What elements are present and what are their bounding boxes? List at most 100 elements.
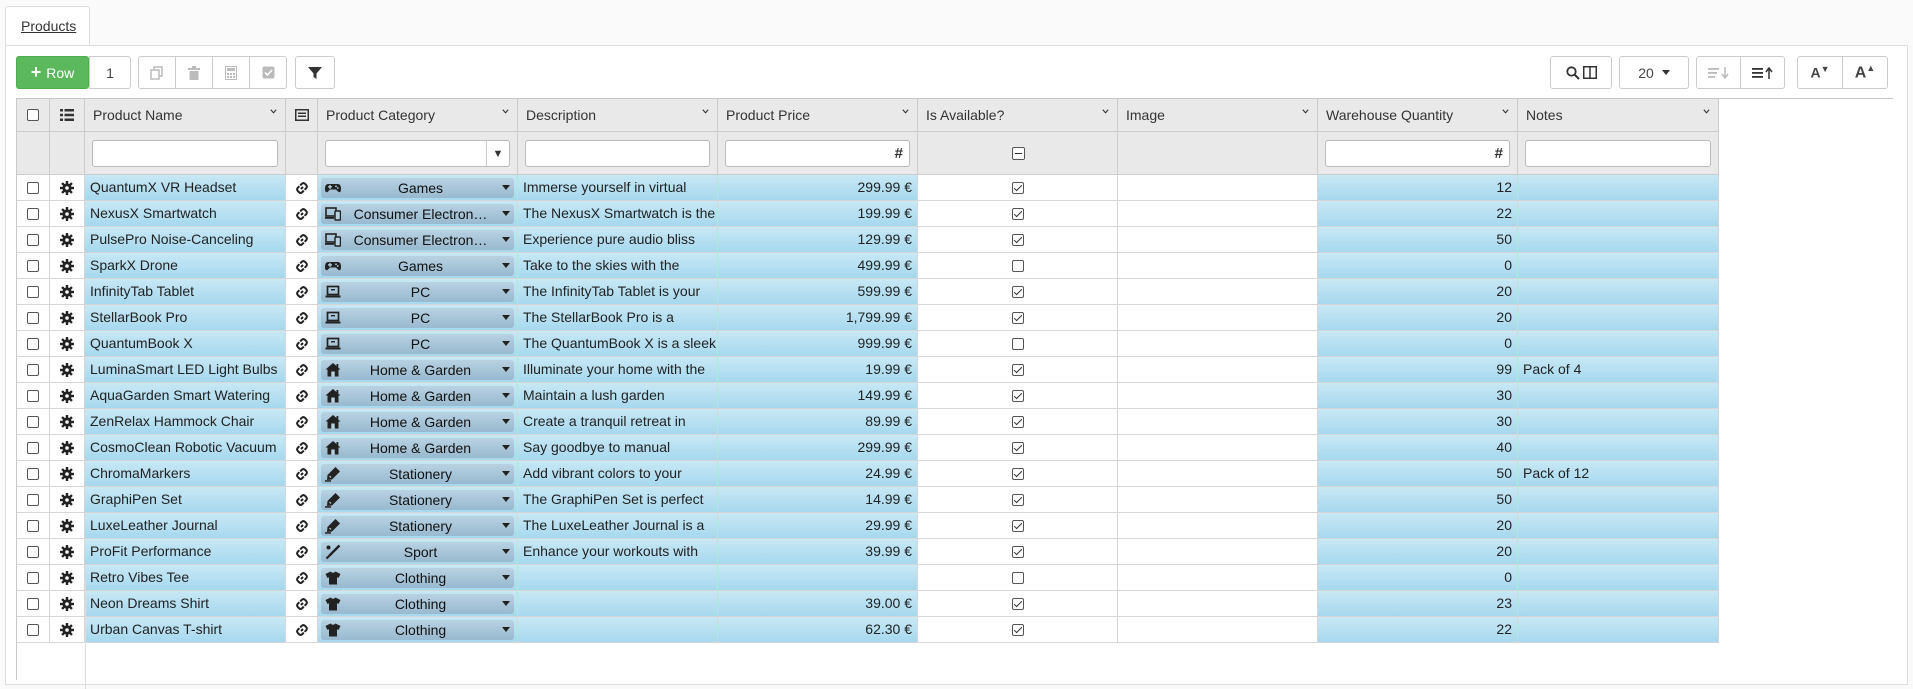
- notes-cell[interactable]: [1518, 591, 1719, 617]
- row-settings-button[interactable]: [50, 331, 85, 357]
- product-category-select[interactable]: Clothing: [321, 568, 514, 588]
- image-cell[interactable]: [1118, 305, 1318, 331]
- table-row[interactable]: InfinityTab Tablet PC The InfinityTab Tabl…: [17, 279, 1719, 305]
- is-available-checkbox[interactable]: [1011, 441, 1024, 454]
- delete-button[interactable]: [175, 56, 213, 89]
- row-settings-button[interactable]: [50, 227, 85, 253]
- description-cell[interactable]: Enhance your workouts with: [518, 539, 718, 565]
- image-cell[interactable]: [1118, 201, 1318, 227]
- image-cell[interactable]: [1118, 513, 1318, 539]
- product-price-cell[interactable]: 19.99 €: [718, 357, 918, 383]
- notes-filter-input[interactable]: [1525, 140, 1711, 167]
- warehouse-quantity-cell[interactable]: 40: [1318, 435, 1518, 461]
- description-cell[interactable]: Take to the skies with the: [518, 253, 718, 279]
- warehouse-quantity-cell[interactable]: 0: [1318, 331, 1518, 357]
- row-select-checkbox[interactable]: [27, 207, 39, 220]
- notes-cell[interactable]: [1518, 409, 1719, 435]
- row-link-button[interactable]: [286, 357, 318, 383]
- image-cell[interactable]: [1118, 383, 1318, 409]
- row-settings-button[interactable]: [50, 201, 85, 227]
- row-select-cell[interactable]: [17, 513, 50, 539]
- product-category-select[interactable]: Consumer Electron…: [321, 204, 514, 224]
- table-row[interactable]: PulsePro Noise-Canceling Consumer Electro…: [17, 227, 1719, 253]
- is-available-cell[interactable]: [918, 513, 1118, 539]
- row-select-cell[interactable]: [17, 305, 50, 331]
- product-name-cell[interactable]: ChromaMarkers: [85, 461, 286, 487]
- product-category-select[interactable]: Games: [321, 178, 514, 198]
- row-select-checkbox[interactable]: [27, 285, 39, 298]
- row-select-cell[interactable]: [17, 175, 50, 201]
- row-settings-button[interactable]: [50, 253, 85, 279]
- product-name-cell[interactable]: Urban Canvas T-shirt: [85, 617, 286, 643]
- column-header-product-price[interactable]: Product Price: [718, 99, 918, 131]
- table-row[interactable]: GraphiPen Set Stationery The GraphiPen Set…: [17, 487, 1719, 513]
- font-decrease-button[interactable]: A▼: [1797, 56, 1843, 89]
- product-name-cell[interactable]: QuantumBook X: [85, 331, 286, 357]
- notes-cell[interactable]: [1518, 201, 1719, 227]
- row-link-button[interactable]: [286, 279, 318, 305]
- row-link-button[interactable]: [286, 305, 318, 331]
- product-price-cell[interactable]: 14.99 €: [718, 487, 918, 513]
- description-cell[interactable]: [518, 617, 718, 643]
- is-available-checkbox[interactable]: [1011, 571, 1024, 584]
- product-price-cell[interactable]: 62.30 €: [718, 617, 918, 643]
- row-select-cell[interactable]: [17, 435, 50, 461]
- font-increase-button[interactable]: A▲: [1842, 56, 1888, 89]
- product-category-select[interactable]: Games: [321, 256, 514, 276]
- warehouse-quantity-cell[interactable]: 20: [1318, 305, 1518, 331]
- filter-button[interactable]: [295, 56, 335, 89]
- row-settings-button[interactable]: [50, 175, 85, 201]
- link-column-header[interactable]: [286, 99, 318, 131]
- is-available-cell[interactable]: [918, 409, 1118, 435]
- description-cell[interactable]: Immerse yourself in virtual: [518, 175, 718, 201]
- row-select-checkbox[interactable]: [27, 493, 39, 506]
- image-cell[interactable]: [1118, 279, 1318, 305]
- product-price-cell[interactable]: 89.99 €: [718, 409, 918, 435]
- warehouse-quantity-cell[interactable]: 50: [1318, 461, 1518, 487]
- row-select-checkbox[interactable]: [27, 259, 39, 272]
- is-available-checkbox[interactable]: [1011, 311, 1024, 324]
- product-category-cell[interactable]: Stationery: [318, 461, 518, 487]
- image-cell[interactable]: [1118, 539, 1318, 565]
- is-available-checkbox[interactable]: [1011, 493, 1024, 506]
- warehouse-quantity-cell[interactable]: 99: [1318, 357, 1518, 383]
- calculate-button[interactable]: [212, 56, 250, 89]
- product-category-cell[interactable]: PC: [318, 331, 518, 357]
- warehouse-quantity-cell[interactable]: 20: [1318, 513, 1518, 539]
- table-row[interactable]: QuantumX VR Headset Games Immerse yourself…: [17, 175, 1719, 201]
- product-name-cell[interactable]: GraphiPen Set: [85, 487, 286, 513]
- product-name-cell[interactable]: ProFit Performance: [85, 539, 286, 565]
- product-category-select[interactable]: Home & Garden: [321, 386, 514, 406]
- product-category-cell[interactable]: Games: [318, 253, 518, 279]
- product-category-select[interactable]: Consumer Electron…: [321, 230, 514, 250]
- is-available-checkbox[interactable]: [1011, 597, 1024, 610]
- product-price-cell[interactable]: 149.99 €: [718, 383, 918, 409]
- is-available-cell[interactable]: [918, 201, 1118, 227]
- row-settings-button[interactable]: [50, 409, 85, 435]
- product-category-cell[interactable]: Clothing: [318, 617, 518, 643]
- description-cell[interactable]: Illuminate your home with the: [518, 357, 718, 383]
- warehouse-quantity-cell[interactable]: 30: [1318, 409, 1518, 435]
- notes-cell[interactable]: [1518, 435, 1719, 461]
- product-price-cell[interactable]: 29.99 €: [718, 513, 918, 539]
- row-settings-button[interactable]: [50, 383, 85, 409]
- is-available-cell[interactable]: [918, 487, 1118, 513]
- product-price-cell[interactable]: [718, 565, 918, 591]
- is-available-cell[interactable]: [918, 253, 1118, 279]
- tab-products[interactable]: Products: [5, 6, 90, 46]
- is-available-cell[interactable]: [918, 617, 1118, 643]
- row-link-button[interactable]: [286, 565, 318, 591]
- is-available-checkbox[interactable]: [1011, 337, 1024, 350]
- product-name-cell[interactable]: PulsePro Noise-Canceling: [85, 227, 286, 253]
- is-available-checkbox[interactable]: [1011, 363, 1024, 376]
- row-settings-button[interactable]: [50, 565, 85, 591]
- description-cell[interactable]: Add vibrant colors to your: [518, 461, 718, 487]
- warehouse-quantity-cell[interactable]: 50: [1318, 227, 1518, 253]
- row-select-checkbox[interactable]: [27, 519, 39, 532]
- row-link-button[interactable]: [286, 591, 318, 617]
- row-select-checkbox[interactable]: [27, 597, 39, 610]
- product-price-cell[interactable]: 299.99 €: [718, 175, 918, 201]
- page-size-select[interactable]: 20: [1619, 56, 1689, 89]
- sort-down-button[interactable]: [1696, 56, 1741, 89]
- image-cell[interactable]: [1118, 461, 1318, 487]
